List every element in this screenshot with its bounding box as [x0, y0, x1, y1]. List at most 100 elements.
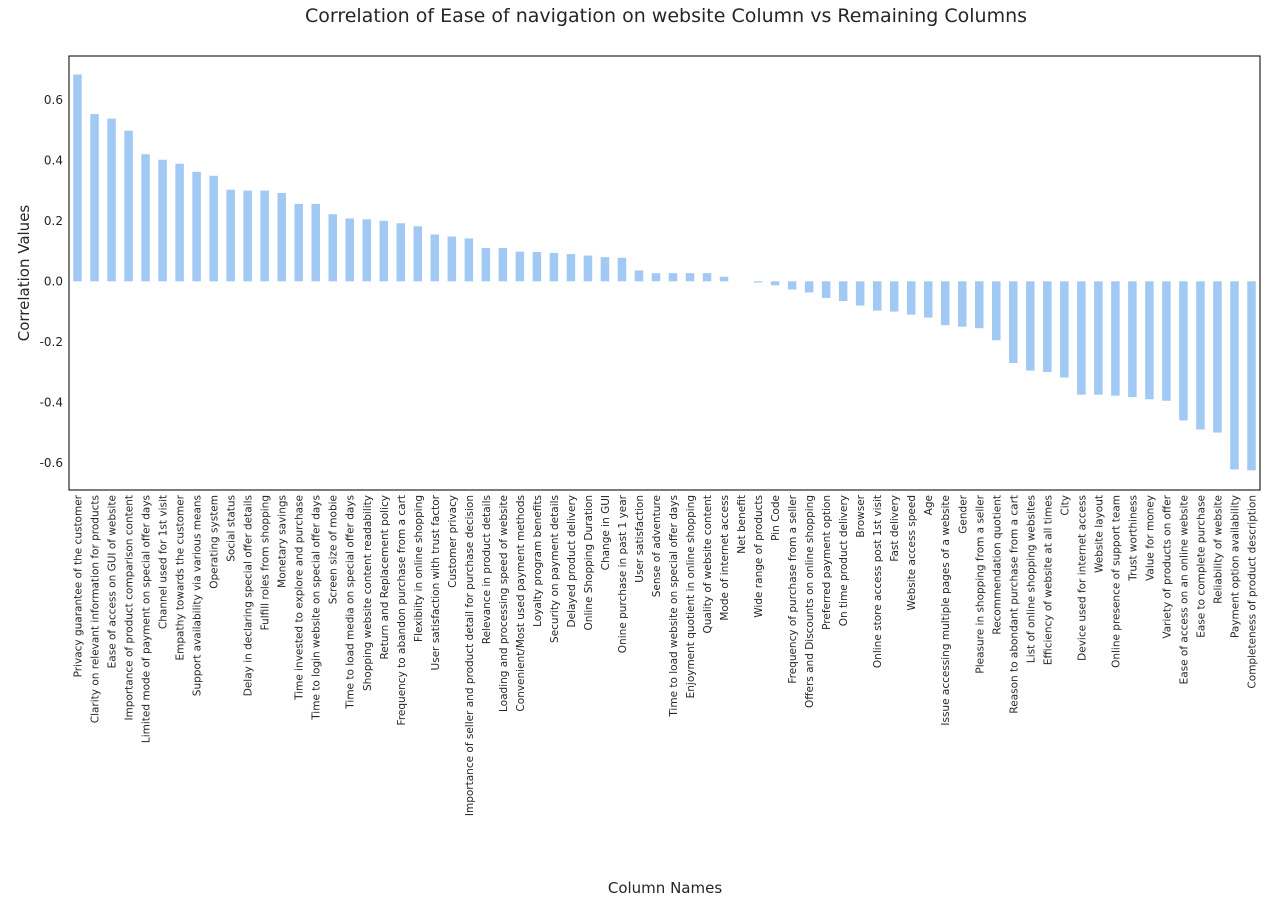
x-tick-label: Screen size of mobie	[328, 495, 340, 604]
bar	[1094, 281, 1103, 395]
bar	[872, 281, 882, 311]
bar	[634, 270, 644, 282]
x-tick-label: Reliability of website	[1212, 495, 1224, 604]
bars-group	[73, 74, 1256, 471]
bar	[1145, 281, 1154, 400]
x-tick-label: Gender	[957, 494, 969, 533]
x-tick-label: Security on payment details	[549, 495, 561, 643]
x-tick-label: Support availability via various means	[192, 495, 204, 696]
bar	[668, 273, 678, 282]
x-tick-label: Flexibiity in online shopping	[413, 495, 425, 642]
x-tick-label: Shopping website content readability	[362, 495, 374, 691]
bar	[617, 257, 627, 282]
x-tick-label: Mode of internet access	[719, 495, 731, 621]
x-tick-label: Website access speed	[906, 495, 918, 611]
x-tick-label: Privacy guarantee of the customer	[73, 494, 85, 677]
x-tick-label: Clarity on relevant information for prod…	[90, 495, 102, 723]
x-axis-label: Column Names	[608, 879, 722, 897]
bar	[1043, 281, 1052, 373]
x-tick-label: Time to login website on special offer d…	[311, 495, 323, 721]
bar	[838, 281, 848, 301]
bar	[1111, 281, 1120, 396]
bar	[243, 190, 252, 282]
bar	[549, 252, 559, 282]
bar	[958, 281, 967, 327]
x-tick-label: Efficiency of website at all times	[1042, 495, 1054, 665]
x-tick-label: Channel used for 1st visit	[158, 495, 170, 629]
x-tick-label: Issue accessing multiple pages of a webs…	[940, 495, 952, 726]
x-tick-label: Ease of access on GUI of website	[107, 495, 119, 668]
x-tick-label: Payment option availability	[1229, 495, 1241, 638]
bar	[379, 220, 389, 282]
x-tick-label: Completeness of product description	[1246, 495, 1258, 689]
x-tick-label: Delayed product delivery	[566, 495, 578, 627]
bar	[923, 281, 933, 318]
x-tick-label: Ease to complete purchase	[1195, 495, 1207, 638]
bar	[1026, 281, 1035, 371]
y-tick-label: 0.4	[44, 153, 63, 167]
x-tick-label: Recommendation quotient	[991, 495, 1003, 635]
bar	[277, 193, 286, 282]
x-tick-label: Time to load media on special offer days	[345, 495, 357, 710]
bar	[906, 281, 916, 315]
x-tick-label: Reason to abondant purchase from a cart	[1008, 495, 1020, 714]
bar	[311, 203, 320, 282]
bar	[328, 214, 337, 282]
bar	[702, 273, 712, 282]
bar	[175, 163, 184, 282]
bar	[600, 257, 610, 282]
bar	[481, 248, 491, 282]
bar	[1128, 281, 1137, 398]
bar	[583, 255, 593, 282]
bar	[515, 251, 525, 282]
y-tick-label: -0.2	[40, 335, 63, 349]
bar	[753, 281, 763, 283]
bar	[889, 281, 899, 312]
bar	[651, 273, 661, 282]
bar	[192, 171, 201, 282]
x-tick-label: Online Shopping Duration	[583, 495, 595, 630]
bar	[940, 281, 950, 326]
bar	[804, 281, 814, 293]
bar	[1196, 281, 1205, 430]
bar	[821, 281, 831, 298]
x-tick-label: Quality of website content	[702, 495, 714, 634]
x-tick-label: Age	[923, 495, 935, 515]
x-tick-label: Online presence of support team	[1110, 495, 1122, 668]
bar	[685, 273, 695, 282]
bar	[498, 248, 508, 282]
bar	[158, 159, 167, 282]
bar	[294, 203, 303, 282]
x-tick-label: Variety of products on offer	[1161, 494, 1173, 638]
y-axis-label: Correlation Values	[15, 205, 33, 342]
x-tick-label: Pin Code	[770, 495, 782, 541]
x-tick-label: Fast delivery	[889, 495, 901, 562]
x-tick-label: Relevance in product details	[481, 495, 493, 644]
x-tick-label: Website layout	[1093, 495, 1105, 573]
x-tick-label: List of online shopping websites	[1025, 495, 1037, 663]
x-tick-label: User satisfaction	[634, 495, 646, 583]
x-tick-label: Device used for internet access	[1076, 495, 1088, 661]
bar	[855, 281, 865, 306]
x-tick-label: Enjoyment quotient in online shopping	[685, 495, 697, 698]
x-tick-label: Online store access post 1st visit	[872, 495, 884, 668]
y-tick-label: -0.6	[40, 456, 63, 470]
x-tick-label: Loading and processing speed of website	[498, 495, 510, 712]
x-tick-label: Limited mode of payment on special offer…	[141, 495, 153, 743]
x-tick-label: Loyalty program benefits	[532, 495, 544, 627]
bar	[975, 281, 984, 329]
bar	[770, 281, 780, 286]
bar	[1247, 281, 1256, 471]
bar	[1213, 281, 1222, 433]
bar	[1230, 281, 1239, 470]
bar	[1060, 281, 1069, 378]
bar	[124, 130, 133, 282]
y-tick-label: 0.6	[44, 93, 63, 107]
x-tick-label: Convenient/Most used payment methods	[515, 495, 527, 712]
x-tick-label: Time invested to explore and purchase	[294, 495, 306, 701]
bar	[1179, 281, 1188, 421]
x-tick-label: Importance of seller and product detail …	[464, 495, 476, 816]
x-tick-label: Empathy towards the customer	[175, 494, 187, 660]
x-tick-label: Customer privacy	[447, 495, 459, 588]
